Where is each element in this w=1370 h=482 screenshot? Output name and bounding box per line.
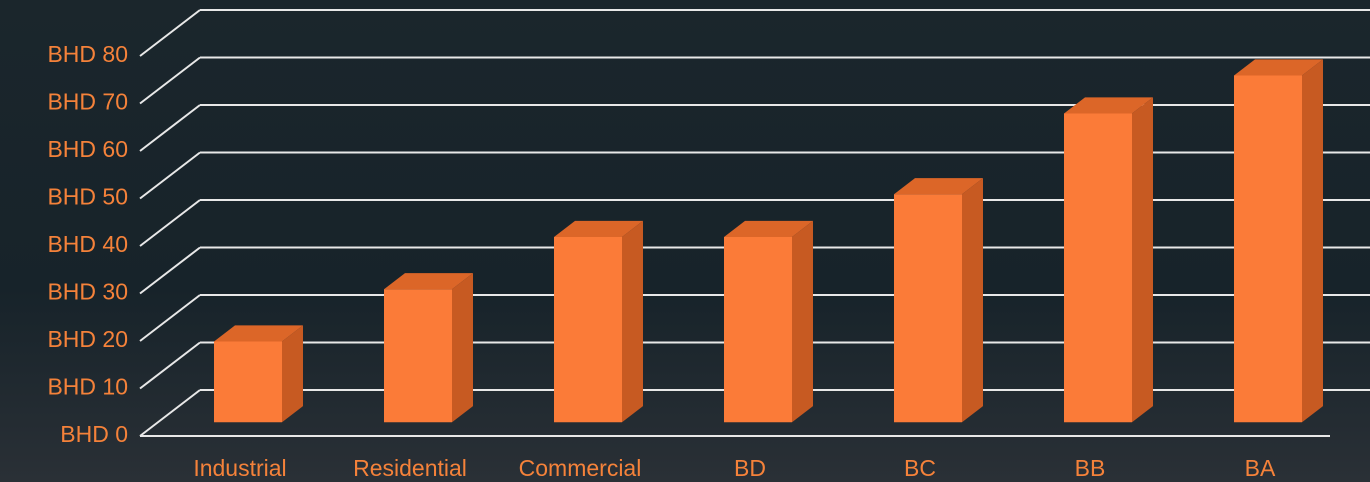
- bar-front: [724, 236, 792, 423]
- bar-top: [384, 273, 473, 290]
- grid-line: [139, 151, 201, 200]
- bar-side: [1132, 97, 1153, 423]
- y-tick-label: BHD 60: [47, 136, 128, 162]
- y-tick-label: BHD 0: [60, 421, 128, 447]
- bar-front: [1234, 75, 1302, 423]
- x-tick-label: Residential: [353, 455, 467, 481]
- x-tick-label: Commercial: [519, 455, 642, 481]
- grid-line: [139, 341, 201, 390]
- bar-top: [1234, 59, 1323, 76]
- grid-line: [139, 246, 201, 295]
- grid-line: [139, 104, 201, 152]
- bar-front: [384, 289, 452, 423]
- y-tick-label: BHD 30: [47, 279, 128, 305]
- bar: [1234, 59, 1323, 423]
- grid-line: [139, 294, 201, 342]
- x-tick-label: Industrial: [193, 455, 286, 481]
- y-tick-label: BHD 20: [47, 326, 128, 352]
- bar-side: [452, 273, 473, 423]
- grid-line: [139, 9, 201, 57]
- x-tick-label: BB: [1075, 455, 1106, 481]
- bar: [554, 220, 643, 423]
- bar-top: [1064, 97, 1153, 114]
- bar-front: [214, 341, 282, 423]
- y-tick-label: BHD 40: [47, 231, 128, 257]
- bar: [724, 220, 813, 423]
- grid-line: [139, 56, 201, 105]
- bar-front: [554, 236, 622, 423]
- bar: [214, 325, 303, 423]
- bar-front: [894, 194, 962, 423]
- bar-top: [554, 220, 643, 237]
- bar-side: [962, 178, 983, 423]
- bar-front: [1064, 113, 1132, 423]
- bar: [1064, 97, 1153, 423]
- grid-line: [139, 389, 201, 437]
- x-tick-label: BD: [734, 455, 766, 481]
- y-tick-label: BHD 10: [47, 374, 128, 400]
- x-tick-label: BA: [1245, 455, 1276, 481]
- bar-side: [622, 220, 643, 423]
- bar-side: [1302, 59, 1323, 423]
- y-tick-label: BHD 80: [47, 41, 128, 67]
- y-tick-label: BHD 70: [47, 89, 128, 115]
- bar-top: [724, 220, 813, 237]
- bar-top: [894, 178, 983, 195]
- bar-side: [792, 220, 813, 423]
- x-tick-label: BC: [904, 455, 936, 481]
- bar: [384, 273, 473, 423]
- y-tick-label: BHD 50: [47, 184, 128, 210]
- bar-top: [214, 325, 303, 342]
- grid-line: [139, 199, 201, 247]
- bar-side: [282, 325, 303, 423]
- bar: [894, 178, 983, 423]
